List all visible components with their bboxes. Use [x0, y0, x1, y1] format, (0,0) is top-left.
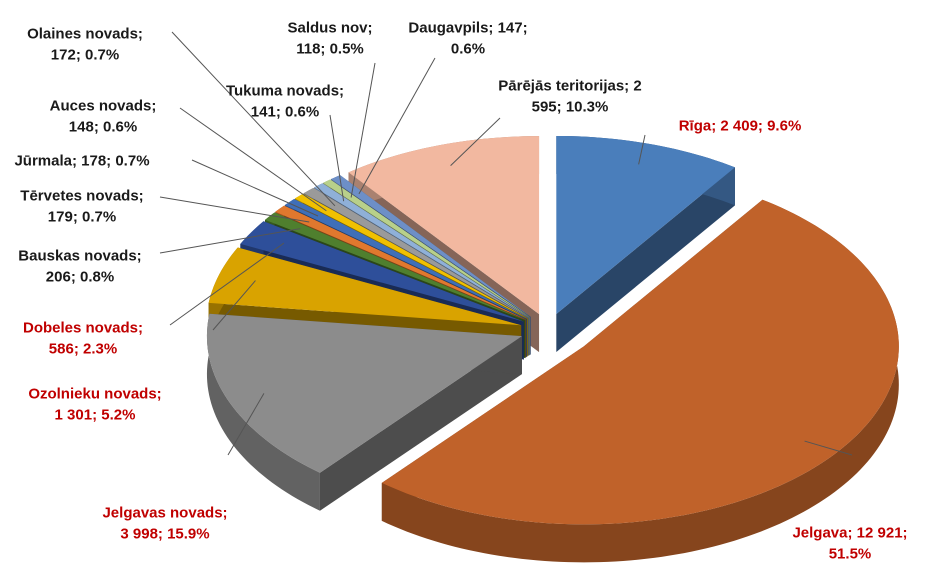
data-label: Pārējās teritorijas; 2 — [498, 77, 641, 94]
leader-line — [638, 134, 646, 165]
data-label: Jūrmala; 178; 0.7% — [14, 152, 149, 169]
slice — [381, 199, 899, 563]
data-label: Tērvetes novads; — [20, 187, 143, 204]
leader-line — [450, 117, 501, 166]
leader-line — [171, 31, 336, 207]
data-label: Rīga; 2 409; 9.6% — [679, 117, 802, 134]
data-label: 586; 2.3% — [49, 340, 117, 357]
data-label: Auces novads; — [50, 97, 157, 114]
slice-top — [314, 183, 530, 318]
slice-wall — [206, 313, 320, 511]
data-label: 0.6% — [451, 40, 485, 57]
data-label: 51.5% — [829, 545, 872, 562]
data-label: 3 998; 15.9% — [120, 525, 209, 542]
data-label: 1 301; 5.2% — [55, 406, 136, 423]
data-label: Jelgava; 12 921; — [792, 524, 907, 541]
leader-line — [350, 62, 376, 198]
slice-wall — [381, 199, 899, 563]
slice-top — [331, 175, 531, 317]
slice-top — [303, 187, 529, 318]
data-label: Jelgavas novads; — [102, 504, 227, 521]
slice-top — [240, 221, 524, 322]
data-label: Saldus nov; — [287, 19, 372, 36]
data-label: 141; 0.6% — [251, 103, 319, 120]
slice-top — [556, 135, 735, 314]
leader-line — [159, 196, 310, 223]
slice-side — [319, 336, 522, 511]
slice-top — [381, 199, 899, 525]
leader-line — [227, 393, 265, 456]
slice-top — [265, 212, 526, 321]
leader-line — [159, 228, 301, 254]
data-label: 172; 0.7% — [51, 46, 119, 63]
leader-line — [212, 280, 256, 331]
slice-top — [284, 199, 527, 319]
data-label: 595; 10.3% — [532, 98, 609, 115]
slice-top — [275, 205, 527, 320]
data-label: 206; 0.8% — [46, 268, 114, 285]
data-label: Dobeles novads; — [23, 319, 143, 336]
slice-top — [323, 179, 530, 318]
leader-line — [329, 114, 345, 202]
data-label: 118; 0.5% — [296, 40, 364, 57]
data-label: Bauskas novads; — [18, 247, 141, 264]
leader-line — [191, 159, 319, 217]
slice-top — [348, 136, 540, 315]
slice-side — [556, 167, 735, 352]
data-label: Olaines novads; — [27, 25, 143, 42]
slice-top — [294, 193, 528, 319]
data-label: Daugavpils; 147; — [408, 19, 527, 36]
slice-top — [208, 247, 522, 326]
leader-line — [804, 440, 853, 456]
leader-line — [179, 107, 327, 212]
data-label: 179; 0.7% — [48, 208, 116, 225]
slice — [556, 135, 735, 352]
slice — [206, 313, 522, 511]
data-label: Ozolnieku novads; — [28, 385, 161, 402]
leader-line — [358, 57, 436, 195]
leader-line — [169, 242, 285, 326]
data-label: 148; 0.6% — [69, 118, 137, 135]
data-label: Tukuma novads; — [226, 82, 344, 99]
slice-top — [206, 313, 522, 473]
